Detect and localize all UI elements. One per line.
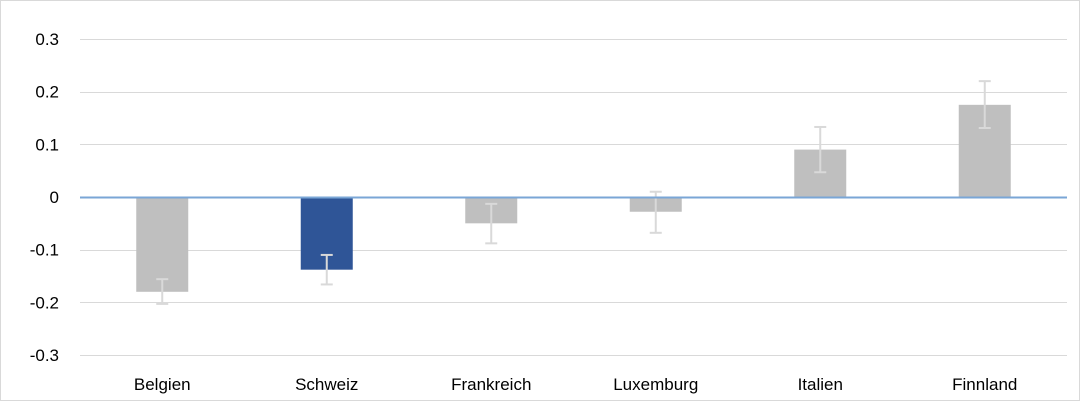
x-axis-ticks: Belgien Schweiz Frankreich Luxemburg Italien… [134,375,1017,394]
y-tick-label: 0.2 [35,83,59,102]
x-tick-label: Luxemburg [613,375,698,394]
error-bar [320,253,333,286]
gridlines [80,39,1067,356]
y-tick-label: -0.2 [30,293,59,312]
y-tick-label: -0.3 [30,346,59,365]
error-bars [156,80,991,305]
y-tick-label: -0.1 [30,241,59,260]
error-bar [649,190,662,234]
x-tick-label: Belgien [134,375,191,394]
bar [136,197,189,292]
error-bar [156,278,169,305]
error-bar [978,80,991,130]
y-tick-label: 0.3 [35,30,59,49]
x-tick-label: Schweiz [295,375,358,394]
x-tick-label: Italien [798,375,843,394]
y-tick-label: 0 [50,188,59,207]
error-bar [814,125,827,174]
y-axis-ticks: 0.3 0.2 0.1 0 -0.1 -0.2 -0.3 [30,30,59,365]
error-bar [485,202,498,245]
x-tick-label: Frankreich [451,375,531,394]
x-tick-label: Finnland [952,375,1017,394]
y-tick-label: 0.1 [35,135,59,154]
